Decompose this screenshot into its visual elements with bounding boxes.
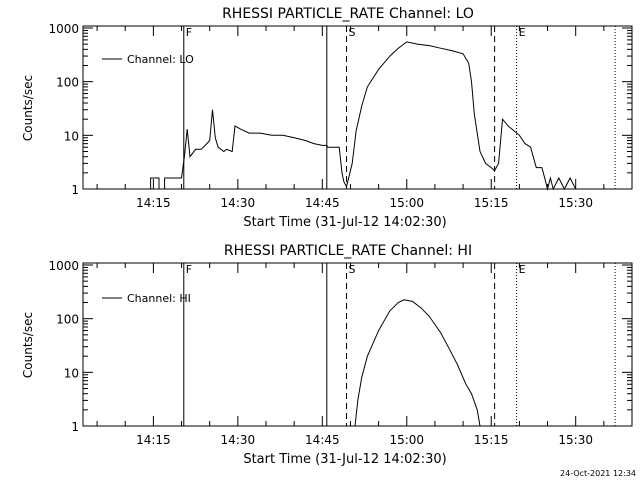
- chart-title: RHESSI PARTICLE_RATE Channel: HI: [224, 243, 472, 259]
- event-marker-label: E: [519, 26, 526, 39]
- event-marker-label: F: [186, 263, 192, 276]
- plot-frame: [82, 262, 633, 427]
- x-tick-label: 15:30: [558, 433, 593, 447]
- chart-title: RHESSI PARTICLE_RATE Channel: LO: [222, 6, 474, 22]
- chart-panel-hi: RHESSI PARTICLE_RATE Channel: HI Counts/…: [21, 243, 633, 467]
- series-group: [354, 299, 481, 427]
- x-tick-label: 14:45: [305, 433, 340, 447]
- event-marker-label: S: [349, 26, 356, 39]
- y-tick-label: 100: [56, 313, 79, 327]
- x-tick-label: 15:15: [474, 196, 509, 210]
- legend-label: Channel: LO: [127, 53, 194, 66]
- event-marker-label: S: [349, 263, 356, 276]
- y-tick-label: 1: [71, 420, 79, 434]
- x-tick-label: 15:00: [389, 433, 424, 447]
- y-tick-label: 10: [64, 366, 79, 380]
- x-tick-label: 14:15: [136, 433, 171, 447]
- y-tick-label: 100: [56, 76, 79, 90]
- x-axis-label: Start Time (31-Jul-12 14:02:30): [243, 215, 446, 230]
- chart-panel-lo: RHESSI PARTICLE_RATE Channel: LO Counts/…: [21, 6, 633, 230]
- series-group: [150, 41, 577, 191]
- x-tick-label: 14:15: [136, 196, 171, 210]
- legend-label: Channel: HI: [127, 292, 191, 305]
- x-tick-label: 15:00: [389, 196, 424, 210]
- x-tick-label: 15:15: [474, 433, 509, 447]
- y-tick-label: 1000: [48, 22, 79, 36]
- y-tick-label: 1: [71, 183, 79, 197]
- x-tick-label: 14:30: [221, 433, 256, 447]
- y-tick-label: 10: [64, 129, 79, 143]
- y-axis-label: Counts/sec: [21, 312, 35, 378]
- plot-frame: [82, 25, 633, 190]
- series-line: [354, 299, 481, 427]
- footer-timestamp: 24-Oct-2021 12:34: [560, 469, 636, 478]
- x-tick-label: 14:30: [221, 196, 256, 210]
- y-tick-label: 1000: [48, 259, 79, 273]
- x-axis-label: Start Time (31-Jul-12 14:02:30): [243, 452, 446, 467]
- event-marker-label: E: [519, 263, 526, 276]
- x-tick-label: 14:45: [305, 196, 340, 210]
- axis-ticks: 1 10 100 1000 14:15 14:30 14:45 15:00 15:15 15:30: [48, 259, 633, 447]
- series-line: [150, 41, 577, 191]
- y-axis-label: Counts/sec: [21, 75, 35, 141]
- event-marker-label: F: [186, 26, 192, 39]
- x-tick-label: 15:30: [558, 196, 593, 210]
- axis-ticks: 1 10 100 1000 14:15 14:30 14:45 15:00 15:15 15:30: [48, 22, 633, 210]
